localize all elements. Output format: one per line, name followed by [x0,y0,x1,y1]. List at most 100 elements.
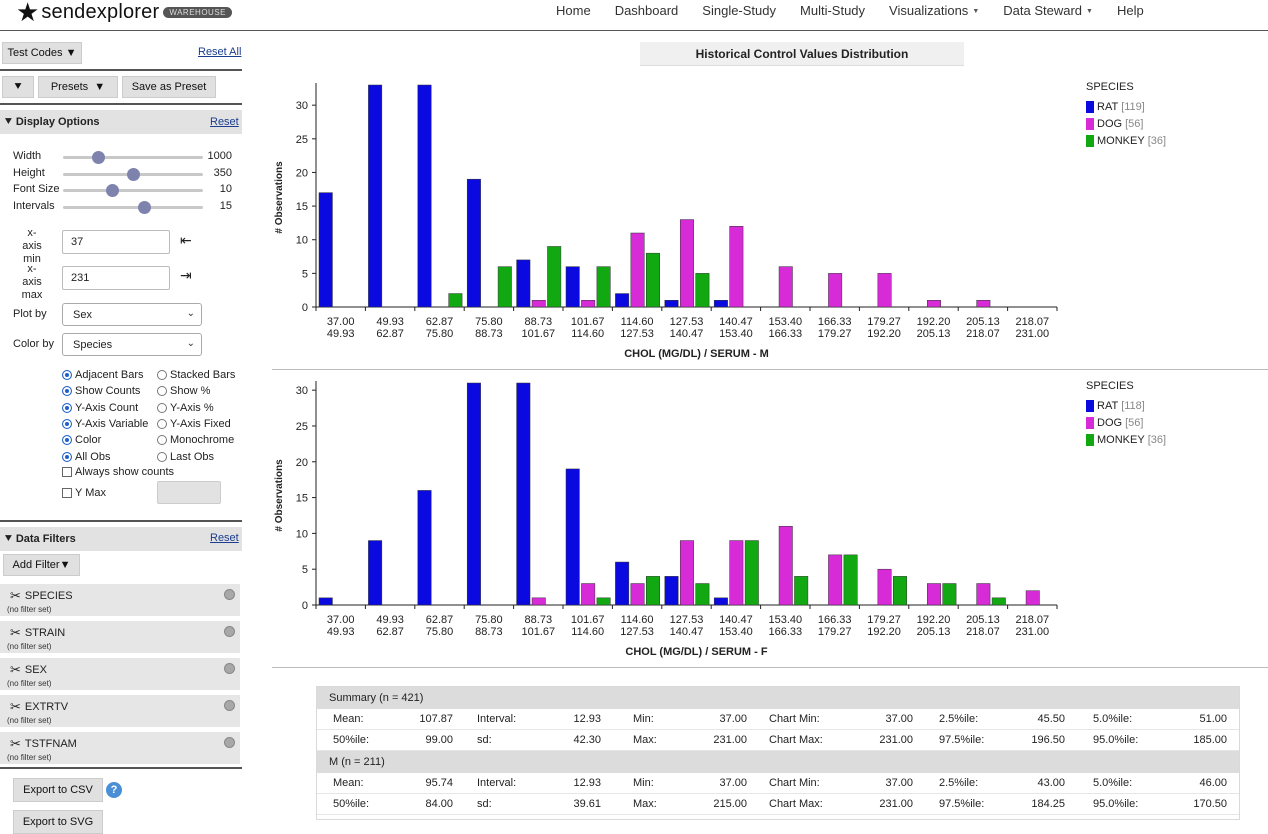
bar-dog[interactable] [630,232,645,308]
nav-home[interactable]: Home [556,3,591,18]
xaxis-min-input[interactable]: 37 [62,230,170,254]
data-filters-reset-link[interactable]: Reset [210,532,239,544]
radio-all-obs[interactable]: All Obs [62,451,110,463]
nav-visualizations[interactable]: Visualizations ▼ [889,3,979,18]
bar-monkey[interactable] [744,540,759,606]
bar-dog[interactable] [729,540,744,606]
scissors-icon[interactable]: ✂ [10,736,21,751]
bar-monkey[interactable] [596,266,611,308]
filter-sex[interactable]: ✂ SEX (no filter set) [0,658,240,690]
filter-tstfnam[interactable]: ✂ TSTFNAM (no filter set) [0,732,240,764]
legend-item-dog[interactable]: DOG [56] [1086,417,1166,429]
bar-rat[interactable] [318,597,333,606]
radio-show-[interactable]: Show % [157,385,210,397]
bar-rat[interactable] [516,382,531,606]
nav-single-study[interactable]: Single-Study [702,3,776,18]
bar-rat[interactable] [417,490,432,606]
xaxis-max-input[interactable]: 231 [62,266,170,290]
scissors-icon[interactable]: ✂ [10,662,21,677]
bar-dog[interactable] [531,300,546,308]
save-as-preset-button[interactable]: Save as Preset [122,76,216,98]
filter-species[interactable]: ✂ SPECIES (no filter set) [0,584,240,616]
bar-dog[interactable] [679,540,694,606]
bar-rat[interactable] [565,468,580,606]
intervals-slider-track[interactable] [63,205,203,209]
export-csv-button[interactable]: Export to CSV [13,778,103,802]
data-filters-header[interactable]: ⯆ Data Filters [0,527,242,551]
bar-rat[interactable] [368,540,383,606]
presets-button[interactable]: Presets ▼ [38,76,118,98]
bar-monkey[interactable] [991,597,1006,606]
help-icon[interactable]: ? [106,782,122,798]
radio-color[interactable]: Color [62,434,101,446]
export-svg-button[interactable]: Export to SVG [13,810,103,834]
filter-extrtv[interactable]: ✂ EXTRTV (no filter set) [0,695,240,727]
nav-dashboard[interactable]: Dashboard [615,3,679,18]
reset-all-link[interactable]: Reset All [198,46,242,58]
always-show-counts-checkbox[interactable]: Always show counts [62,466,174,478]
bar-dog[interactable] [729,226,744,308]
bar-monkey[interactable] [695,583,710,606]
width-slider-thumb[interactable] [92,151,105,164]
legend-item-monkey[interactable]: MONKEY [36] [1086,135,1166,147]
gear-icon[interactable] [224,589,235,600]
bar-dog[interactable] [926,300,941,308]
nav-help[interactable]: Help [1117,3,1144,18]
bar-dog[interactable] [778,266,793,308]
bar-monkey[interactable] [695,273,710,308]
radio-show-counts[interactable]: Show Counts [62,385,140,397]
legend-item-rat[interactable]: RAT [118] [1086,400,1166,412]
radio-y-axis-fixed[interactable]: Y-Axis Fixed [157,418,231,430]
bar-monkey[interactable] [596,597,611,606]
radio-y-axis-count[interactable]: Y-Axis Count [62,402,138,414]
bar-rat[interactable] [318,192,333,308]
bar-rat[interactable] [417,84,432,308]
scissors-icon[interactable]: ✂ [10,625,21,640]
font-size-slider-track[interactable] [63,189,203,192]
set-to-min-icon[interactable]: ⇤ [180,232,192,248]
bar-dog[interactable] [778,525,793,606]
bar-dog[interactable] [976,583,991,606]
bar-rat[interactable] [516,259,531,308]
display-options-header[interactable]: ⯆ Display Options [0,110,242,134]
font-size-slider-thumb[interactable] [106,184,119,197]
bar-rat[interactable] [713,300,728,308]
bar-monkey[interactable] [794,576,809,606]
filter-strain[interactable]: ✂ STRAIN (no filter set) [0,621,240,653]
bar-rat[interactable] [565,266,580,308]
add-filter-button[interactable]: Add Filter▼ [3,554,80,576]
bar-rat[interactable] [368,84,383,308]
bar-dog[interactable] [828,554,843,606]
bar-monkey[interactable] [646,252,660,308]
intervals-slider-thumb[interactable] [138,200,152,214]
bar-dog[interactable] [828,273,843,308]
bar-dog[interactable] [630,583,645,606]
ymax-input[interactable] [157,481,221,504]
bar-monkey[interactable] [893,576,907,606]
display-options-reset-link[interactable]: Reset [210,116,239,128]
gear-icon[interactable] [224,663,235,674]
radio-y-axis-variable[interactable]: Y-Axis Variable [62,418,148,430]
bar-rat[interactable] [615,293,630,308]
scissors-icon[interactable]: ✂ [10,588,21,603]
bar-rat[interactable] [664,300,679,308]
plot-by-select[interactable]: Sex ⌄ [62,303,202,326]
bar-dog[interactable] [581,300,596,308]
radio-monochrome[interactable]: Monochrome [157,434,234,446]
scissors-icon[interactable]: ✂ [10,699,21,714]
bar-monkey[interactable] [497,266,512,308]
bar-monkey[interactable] [942,583,957,606]
bar-monkey[interactable] [448,293,463,308]
legend-item-monkey[interactable]: MONKEY [36] [1086,434,1166,446]
bar-dog[interactable] [926,583,941,606]
bar-rat[interactable] [466,382,481,606]
bar-rat[interactable] [615,561,630,606]
radio-last-obs[interactable]: Last Obs [157,451,214,463]
test-codes-button[interactable]: Test Codes ▼ [2,42,82,64]
gear-icon[interactable] [224,737,235,748]
set-to-max-icon[interactable]: ⇥ [180,267,192,283]
radio-y-axis-[interactable]: Y-Axis % [157,402,214,414]
radio-adjacent-bars[interactable]: Adjacent Bars [62,369,143,381]
bar-dog[interactable] [581,583,596,606]
gear-icon[interactable] [224,700,235,711]
